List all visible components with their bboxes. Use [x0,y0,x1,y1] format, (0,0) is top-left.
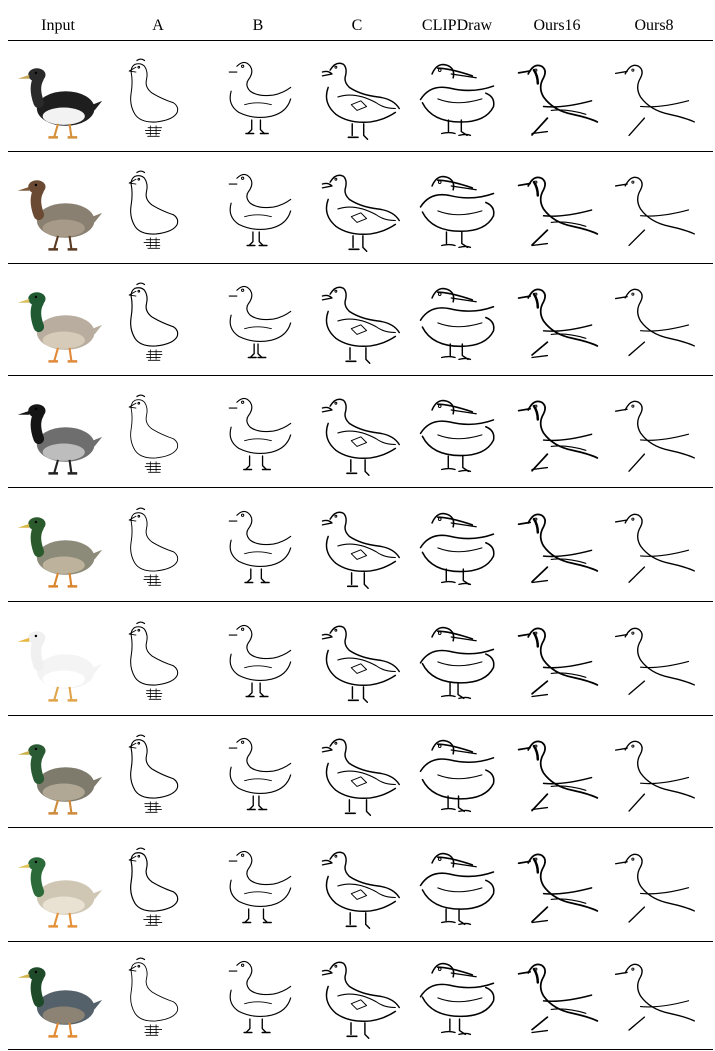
column-header-input: Input [41,17,75,35]
sketch-c-row-8 [309,834,405,938]
sketch-a-row-3 [110,270,206,372]
sketch-ours8-row-2 [606,158,702,260]
sketch-ours16-row-3 [509,270,605,372]
row-divider [8,487,713,488]
sketch-ours16-row-5 [509,494,605,598]
sketch-ours16-row-8 [509,834,605,938]
sketch-ours8-row-3 [606,270,702,372]
row-divider [8,941,713,942]
column-header-clipdraw: CLIPDraw [422,17,492,35]
sketch-b-row-8 [210,834,306,938]
sketch-a-row-7 [110,722,206,824]
column-header-ours16: Ours16 [533,17,580,35]
input-photo-row-4 [10,382,106,484]
sketch-c-row-3 [309,270,405,372]
sketch-ours8-row-1 [606,46,702,148]
row-divider [8,601,713,602]
sketch-clipdraw-row-2 [409,158,505,260]
column-header-c: C [352,17,363,35]
input-photo-row-7 [10,722,106,824]
sketch-ours8-row-9 [606,948,702,1044]
sketch-clipdraw-row-3 [409,270,505,372]
sketch-a-row-5 [110,494,206,598]
input-photo-row-9 [10,948,106,1044]
row-divider [8,263,713,264]
sketch-ours8-row-7 [606,722,702,824]
sketch-clipdraw-row-9 [409,948,505,1044]
row-divider [8,151,713,152]
sketch-b-row-2 [210,158,306,260]
sketch-clipdraw-row-4 [409,382,505,484]
row-divider [8,1049,713,1050]
sketch-ours8-row-5 [606,494,702,598]
input-photo-row-8 [10,834,106,938]
sketch-c-row-4 [309,382,405,484]
sketch-clipdraw-row-5 [409,494,505,598]
sketch-a-row-2 [110,158,206,260]
sketch-c-row-1 [309,46,405,148]
sketch-clipdraw-row-6 [409,608,505,712]
sketch-c-row-2 [309,158,405,260]
input-photo-row-6 [10,608,106,712]
row-divider [8,827,713,828]
sketch-a-row-6 [110,608,206,712]
sketch-ours16-row-9 [509,948,605,1044]
sketch-c-row-5 [309,494,405,598]
sketch-ours16-row-1 [509,46,605,148]
sketch-clipdraw-row-8 [409,834,505,938]
sketch-ours16-row-7 [509,722,605,824]
row-divider [8,375,713,376]
sketch-c-row-6 [309,608,405,712]
sketch-b-row-1 [210,46,306,148]
sketch-ours16-row-2 [509,158,605,260]
sketch-c-row-9 [309,948,405,1044]
sketch-b-row-9 [210,948,306,1044]
sketch-b-row-6 [210,608,306,712]
sketch-a-row-1 [110,46,206,148]
sketch-ours8-row-4 [606,382,702,484]
sketch-b-row-5 [210,494,306,598]
row-divider [8,715,713,716]
column-header-ours8: Ours8 [634,17,673,35]
sketch-ours8-row-8 [606,834,702,938]
sketch-b-row-3 [210,270,306,372]
input-photo-row-1 [10,46,106,148]
sketch-a-row-4 [110,382,206,484]
sketch-ours8-row-6 [606,608,702,712]
input-photo-row-3 [10,270,106,372]
sketch-ours16-row-4 [509,382,605,484]
column-header-a: A [152,17,164,35]
sketch-ours16-row-6 [509,608,605,712]
sketch-clipdraw-row-7 [409,722,505,824]
input-photo-row-5 [10,494,106,598]
sketch-b-row-4 [210,382,306,484]
sketch-b-row-7 [210,722,306,824]
sketch-a-row-8 [110,834,206,938]
sketch-clipdraw-row-1 [409,46,505,148]
row-divider [8,40,713,41]
column-header-b: B [253,17,264,35]
sketch-a-row-9 [110,948,206,1044]
sketch-c-row-7 [309,722,405,824]
input-photo-row-2 [10,158,106,260]
